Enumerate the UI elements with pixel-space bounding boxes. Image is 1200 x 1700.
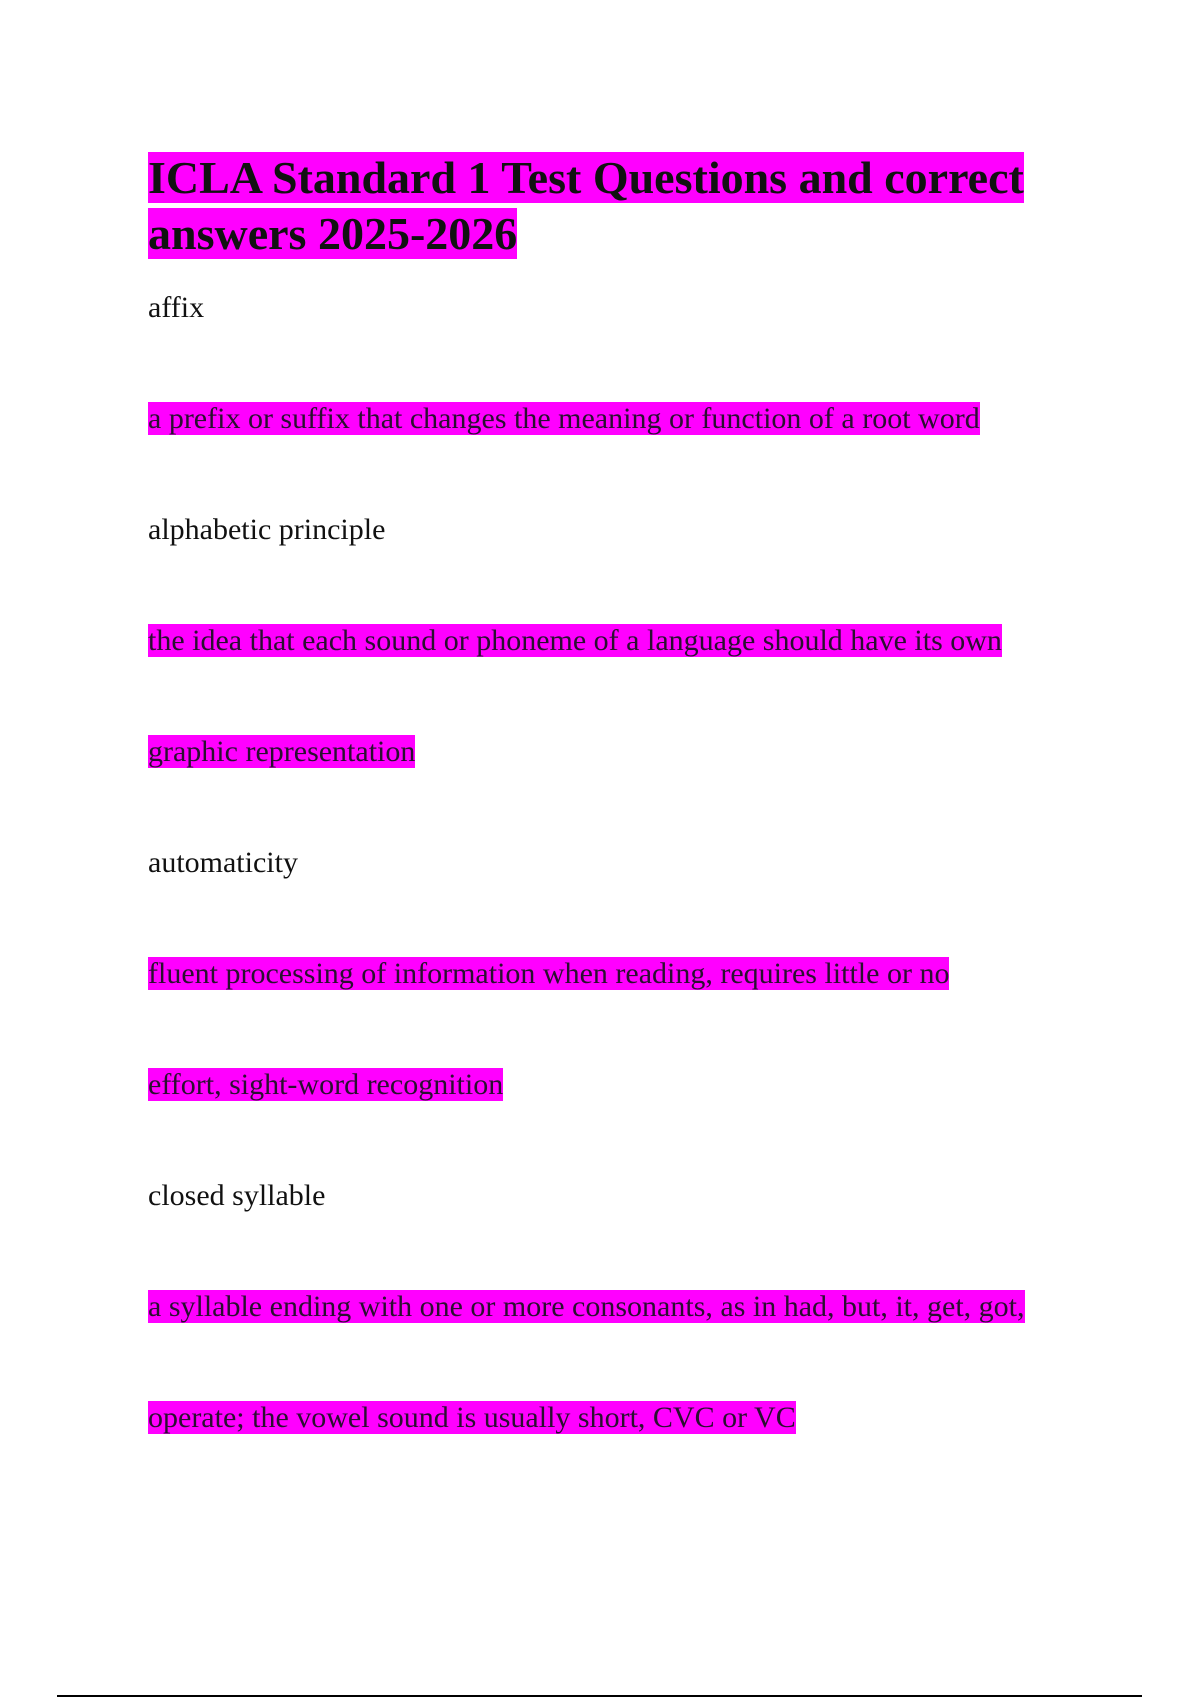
term-line: affix [148, 289, 204, 326]
answer-text: fluent processing of information when re… [148, 957, 950, 990]
answer-text: graphic representation [148, 735, 416, 768]
answer-text: effort, sight-word recognition [148, 1068, 504, 1101]
answer-line: effort, sight-word recognition [148, 1066, 504, 1103]
answer-text: a syllable ending with one or more conso… [148, 1290, 1025, 1323]
term-text: affix [148, 291, 205, 324]
term-text: automaticity [148, 846, 298, 879]
document-title: ICLA Standard 1 Test Questions and corre… [148, 152, 1024, 259]
term-line: alphabetic principle [148, 511, 385, 548]
answer-line: graphic representation [148, 733, 416, 770]
page-divider [57, 1695, 1142, 1697]
answer-text: operate; the vowel sound is usually shor… [148, 1401, 796, 1434]
answer-line: operate; the vowel sound is usually shor… [148, 1399, 796, 1436]
term-text: closed syllable [148, 1179, 326, 1212]
answer-line: fluent processing of information when re… [148, 955, 950, 992]
answer-line: a prefix or suffix that changes the mean… [148, 400, 980, 437]
term-line: closed syllable [148, 1177, 325, 1214]
answer-line: a syllable ending with one or more conso… [148, 1288, 1025, 1325]
answer-line: the idea that each sound or phoneme of a… [148, 622, 1002, 659]
answer-text: the idea that each sound or phoneme of a… [148, 624, 1002, 657]
answer-text: a prefix or suffix that changes the mean… [148, 402, 980, 435]
term-line: automaticity [148, 844, 298, 881]
term-text: alphabetic principle [148, 513, 386, 546]
